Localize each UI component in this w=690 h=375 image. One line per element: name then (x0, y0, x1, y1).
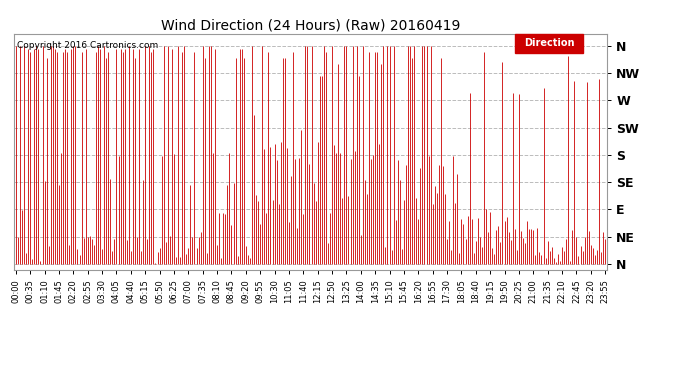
Text: Direction: Direction (524, 38, 575, 48)
Bar (515, 34, 584, 53)
Title: Wind Direction (24 Hours) (Raw) 20160419: Wind Direction (24 Hours) (Raw) 20160419 (161, 19, 460, 33)
Text: Copyright 2016 Cartronics.com: Copyright 2016 Cartronics.com (17, 41, 158, 50)
